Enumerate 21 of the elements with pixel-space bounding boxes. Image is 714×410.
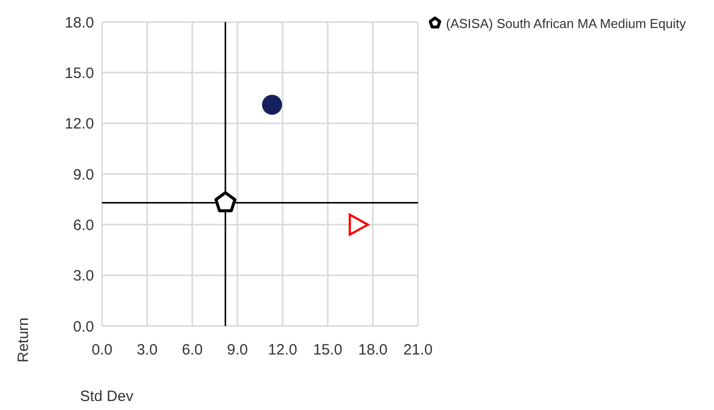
x-tick-label: 15.0 (313, 342, 342, 359)
y-tick-label: 9.0 (73, 166, 94, 184)
x-tick-label: 3.0 (136, 342, 158, 359)
x-tick-label: 6.0 (182, 342, 203, 359)
x-tick-label: 0.0 (92, 342, 112, 359)
y-tick-label: 3.0 (73, 268, 94, 285)
x-tick-label: 12.0 (268, 342, 298, 359)
point (348, 214, 369, 236)
x-tick-label: 18.0 (358, 342, 388, 359)
y-axis-title: Return (15, 317, 33, 363)
y-tick-label: 0.0 (73, 318, 94, 336)
y-tick-label: 15.0 (64, 64, 94, 82)
point (214, 191, 236, 212)
y-tick-label: 18.0 (64, 14, 94, 32)
y-tick-label: 6.0 (73, 216, 94, 234)
legend-label: (ASISA) South African MA Medium Equity (446, 16, 686, 30)
x-tick-label: 9.0 (227, 342, 248, 359)
y-tick-label: 12.0 (64, 116, 94, 133)
point (262, 94, 282, 115)
x-tick-label: 21.0 (403, 342, 433, 359)
x-axis-title: Std Dev (80, 388, 134, 405)
